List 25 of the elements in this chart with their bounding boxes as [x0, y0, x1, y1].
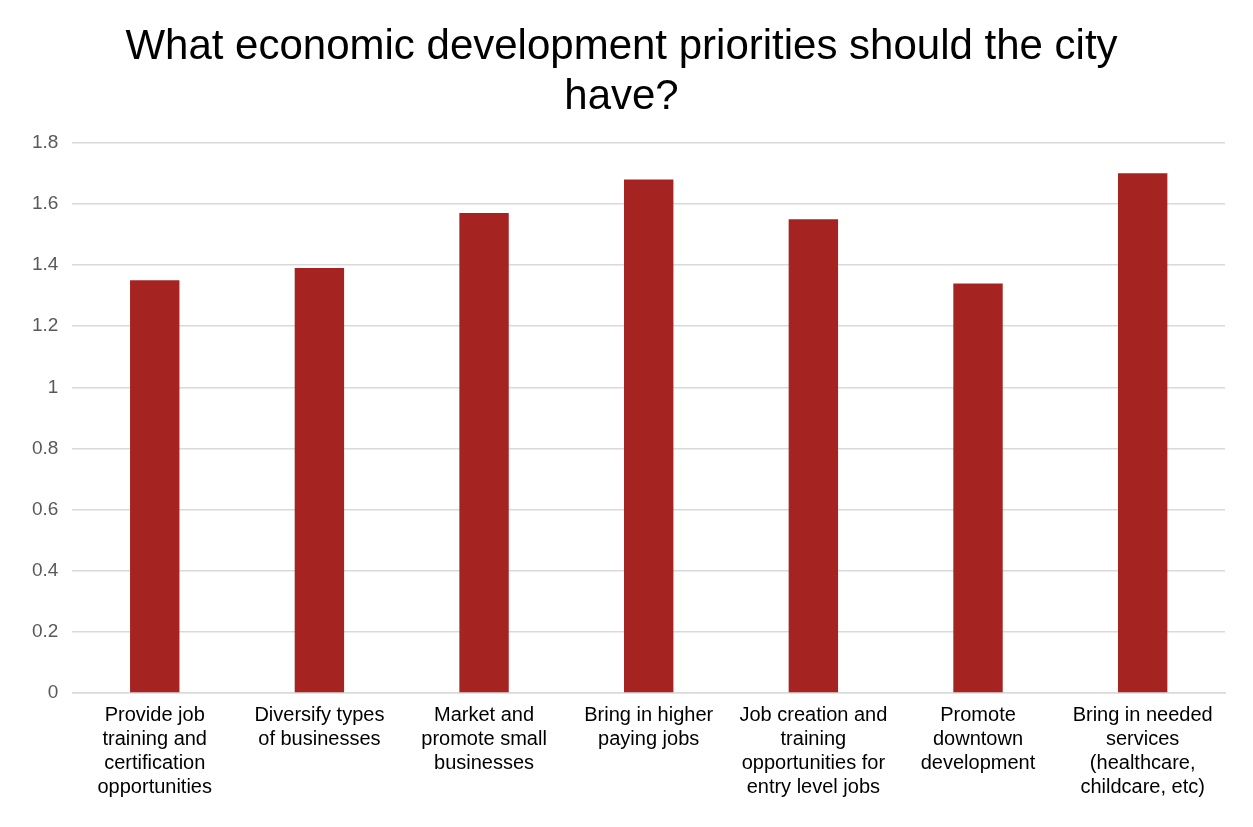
bar	[130, 280, 180, 693]
bar	[624, 179, 674, 693]
y-tick-label: 0.8	[31, 436, 59, 458]
x-tick-label: Diversify types of businesses	[254, 702, 385, 749]
x-tick-label: Market and promote small businesses	[421, 702, 547, 773]
x-tick-label: Job creation and training opportunities for entry level jobs	[739, 702, 888, 797]
x-tick-label: Provide job training and certification opportunities	[97, 702, 213, 797]
bar	[294, 268, 345, 693]
y-tick-label: 1	[47, 375, 59, 397]
x-tick-label: Promote downtown development	[920, 702, 1036, 773]
y-tick-label: 1.4	[31, 253, 59, 275]
y-tick-label: 1.6	[31, 192, 59, 214]
x-tick-label: Bring in needed services (healthcare, childcare, etc)	[1072, 702, 1213, 797]
y-tick-label: 0.6	[31, 497, 59, 519]
y-tick-label: 0.4	[31, 558, 59, 580]
chart-title: What economic development priorities should the city have?	[125, 20, 1118, 119]
bar	[953, 283, 1003, 693]
bar	[788, 219, 839, 693]
x-tick-label: Bring in higher paying jobs	[584, 702, 714, 749]
y-tick-label: 1.2	[31, 314, 59, 336]
y-tick-label: 0	[47, 681, 59, 703]
y-tick-label: 1.8	[31, 131, 59, 153]
bar	[459, 213, 509, 693]
bar	[1117, 173, 1168, 693]
y-tick-label: 0.2	[31, 620, 59, 642]
